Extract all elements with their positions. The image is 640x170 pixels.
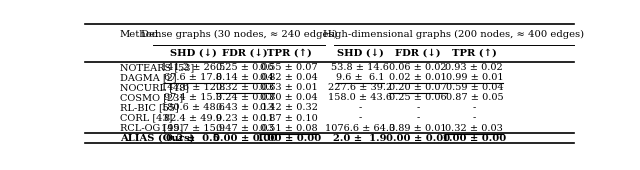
Text: 1076.6 ± 64.3: 1076.6 ± 64.3 <box>325 124 396 133</box>
Text: -: - <box>358 103 362 112</box>
Text: -: - <box>417 114 420 123</box>
Text: 147.6 ± 12.8: 147.6 ± 12.8 <box>161 83 225 92</box>
Text: RL-BIC [55]: RL-BIC [55] <box>120 103 179 112</box>
Text: 0.25 ± 0.06: 0.25 ± 0.06 <box>216 63 273 72</box>
Text: 0.00 ± 0.00: 0.00 ± 0.00 <box>386 134 451 143</box>
Text: 0.2 ±  0.5: 0.2 ± 0.5 <box>166 134 220 143</box>
Text: 158.0 ± 43.6: 158.0 ± 43.6 <box>328 93 392 102</box>
Text: ALIAS (Ours): ALIAS (Ours) <box>120 134 195 143</box>
Text: SHD (↓): SHD (↓) <box>337 49 383 58</box>
Text: 0.24 ± 0.03: 0.24 ± 0.03 <box>216 93 274 102</box>
Text: FDR (↓): FDR (↓) <box>396 49 441 58</box>
Text: 0.82 ± 0.04: 0.82 ± 0.04 <box>260 73 318 82</box>
Text: NOTEARS [53]: NOTEARS [53] <box>120 63 194 72</box>
Text: 180.6 ± 48.6: 180.6 ± 48.6 <box>161 103 225 112</box>
Text: 0.87 ± 0.05: 0.87 ± 0.05 <box>445 93 503 102</box>
Text: 82.4 ± 49.9: 82.4 ± 49.9 <box>164 114 222 123</box>
Text: -: - <box>473 103 476 112</box>
Text: 67.6 ± 17.8: 67.6 ± 17.8 <box>164 73 222 82</box>
Text: High-dimensional graphs (200 nodes, ≈ 400 edges): High-dimensional graphs (200 nodes, ≈ 40… <box>323 30 584 39</box>
Text: SHD (↓): SHD (↓) <box>170 49 216 58</box>
Text: 0.32 ± 0.03: 0.32 ± 0.03 <box>216 83 274 92</box>
Text: NOCURL [48]: NOCURL [48] <box>120 83 189 92</box>
Text: TPR (↑): TPR (↑) <box>267 49 312 58</box>
Text: 9.6 ±  6.1: 9.6 ± 6.1 <box>336 73 385 82</box>
Text: FDR (↓): FDR (↓) <box>222 49 268 58</box>
Text: DAGMA [2]: DAGMA [2] <box>120 73 176 82</box>
Text: 0.42 ± 0.32: 0.42 ± 0.32 <box>260 103 318 112</box>
Text: 227.6 ± 39.2: 227.6 ± 39.2 <box>328 83 392 92</box>
Text: TPR (↑): TPR (↑) <box>452 49 497 58</box>
Text: 0.80 ± 0.04: 0.80 ± 0.04 <box>260 93 318 102</box>
Text: 53.8 ± 14.6: 53.8 ± 14.6 <box>332 63 389 72</box>
Text: COSMO [23]: COSMO [23] <box>120 93 183 102</box>
Text: 0.20 ± 0.07: 0.20 ± 0.07 <box>389 83 447 92</box>
Text: 0.63 ± 0.01: 0.63 ± 0.01 <box>260 83 318 92</box>
Text: 0.23 ± 0.11: 0.23 ± 0.11 <box>216 114 274 123</box>
Text: 141.2 ± 26.5: 141.2 ± 26.5 <box>161 63 225 72</box>
Text: 0.93 ± 0.02: 0.93 ± 0.02 <box>445 63 503 72</box>
Text: 97.4 ± 15.3: 97.4 ± 15.3 <box>164 93 222 102</box>
Text: 0.59 ± 0.04: 0.59 ± 0.04 <box>445 83 503 92</box>
Text: 0.89 ± 0.01: 0.89 ± 0.01 <box>390 124 447 133</box>
Text: RCL-OG [45]: RCL-OG [45] <box>120 124 183 133</box>
Text: 199.7 ± 15.9: 199.7 ± 15.9 <box>161 124 225 133</box>
Text: 0.32 ± 0.03: 0.32 ± 0.03 <box>445 124 503 133</box>
Text: 2.0 ±  1.9: 2.0 ± 1.9 <box>333 134 387 143</box>
Text: 0.02 ± 0.01: 0.02 ± 0.01 <box>389 73 447 82</box>
Text: 0.55 ± 0.07: 0.55 ± 0.07 <box>260 63 318 72</box>
Text: Dense graphs (30 nodes, ≈ 240 edges): Dense graphs (30 nodes, ≈ 240 edges) <box>141 30 337 39</box>
Text: -: - <box>473 114 476 123</box>
Text: 1.00 ± 0.00: 1.00 ± 0.00 <box>442 134 506 143</box>
Text: Method: Method <box>120 30 159 39</box>
Text: 0.47 ± 0.03: 0.47 ± 0.03 <box>216 124 274 133</box>
Text: CORL [43]: CORL [43] <box>120 114 172 123</box>
Text: 0.43 ± 0.13: 0.43 ± 0.13 <box>216 103 274 112</box>
Text: 0.87 ± 0.10: 0.87 ± 0.10 <box>260 114 318 123</box>
Text: 0.14 ± 0.04: 0.14 ± 0.04 <box>216 73 274 82</box>
Text: 0.00 ± 0.00: 0.00 ± 0.00 <box>212 134 276 143</box>
Text: 0.06 ± 0.02: 0.06 ± 0.02 <box>390 63 447 72</box>
Text: 0.25 ± 0.06: 0.25 ± 0.06 <box>390 93 447 102</box>
Text: -: - <box>358 114 362 123</box>
Text: 1.00 ± 0.00: 1.00 ± 0.00 <box>257 134 321 143</box>
Text: -: - <box>417 103 420 112</box>
Text: 0.99 ± 0.01: 0.99 ± 0.01 <box>445 73 503 82</box>
Text: 0.51 ± 0.08: 0.51 ± 0.08 <box>260 124 318 133</box>
